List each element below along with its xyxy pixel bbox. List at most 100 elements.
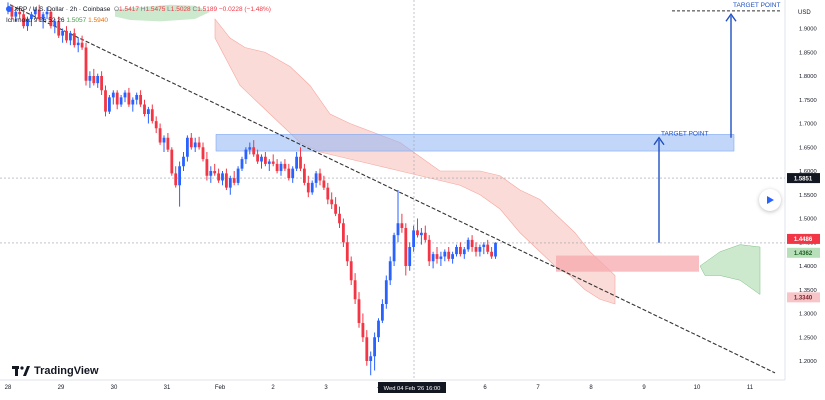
candle-body — [248, 147, 252, 150]
symbol-pair[interactable]: XRP / U.S. Dollar — [14, 6, 65, 13]
candle-body — [182, 156, 185, 167]
price-label-bg — [787, 233, 820, 244]
candle-body — [408, 247, 412, 266]
indicator-header[interactable]: Ichimoku 9 26 52 26 1.5057 1.5940 — [6, 17, 108, 24]
candle-body — [197, 142, 201, 148]
y-tick-label: 1.7000 — [799, 122, 817, 128]
y-tick-label: 1.2000 — [799, 359, 817, 365]
candle-body — [213, 171, 217, 174]
play-button[interactable] — [759, 189, 781, 211]
trendline — [9, 4, 776, 374]
candle-body — [115, 92, 119, 105]
candle-body — [18, 11, 22, 15]
candle-body — [404, 228, 408, 266]
y-tick-label: 1.3500 — [799, 288, 817, 294]
candle-body — [189, 137, 193, 148]
candle-body — [228, 178, 232, 188]
high-value: 1.5475 — [145, 6, 166, 13]
candle-body — [256, 154, 259, 162]
candle-body — [236, 168, 240, 183]
candle-body — [264, 156, 267, 164]
candle-body — [381, 304, 384, 321]
x-tick-label: 2 — [271, 385, 275, 391]
resistance-zone — [215, 134, 735, 152]
price-label-bg — [787, 292, 820, 303]
target-arrow-1-head — [653, 136, 665, 146]
candle-body — [494, 242, 497, 257]
candle-body — [131, 99, 135, 105]
candle-body — [88, 76, 92, 81]
candle-body — [271, 161, 275, 164]
candle-body — [205, 159, 209, 176]
candle-body — [49, 11, 53, 27]
candle-body — [127, 92, 131, 105]
play-icon — [767, 196, 774, 204]
candle-body — [283, 163, 287, 169]
candle-body — [119, 97, 123, 105]
y-tick-label: 1.6500 — [799, 145, 817, 151]
high-label: H — [140, 6, 146, 13]
candle-body — [361, 323, 365, 338]
candle-body — [322, 180, 326, 188]
candle-body — [299, 156, 302, 169]
candle-body — [111, 92, 115, 98]
y-tick-label: 1.6000 — [799, 169, 817, 175]
target-point-label-1: TARGET POINT — [661, 130, 708, 137]
candle-body — [388, 261, 392, 281]
candle-body — [154, 121, 158, 129]
candle-body — [57, 21, 61, 36]
candle-body — [435, 254, 439, 259]
candle-body — [139, 95, 142, 105]
candle-body — [14, 11, 18, 17]
y-tick-label: 1.8000 — [799, 74, 817, 80]
candle-body — [72, 33, 76, 46]
candle-body — [209, 171, 213, 176]
candle-body — [459, 247, 462, 255]
candle-body — [108, 97, 111, 112]
candle-body — [174, 173, 178, 186]
open-label: O — [113, 6, 120, 13]
target-point-label-2: TARGET POINT — [733, 2, 780, 9]
candle-body — [76, 42, 80, 46]
candle-body — [150, 109, 154, 122]
candle-body — [470, 239, 474, 247]
price-label: 1.4486 — [794, 237, 813, 243]
candle-body — [412, 230, 415, 247]
indicator-name: Ichimoku 9 26 52 26 — [6, 17, 65, 24]
y-tick-label: 1.5500 — [799, 193, 817, 199]
candle-body — [365, 337, 369, 361]
candle-body — [80, 42, 84, 48]
candle-body — [244, 149, 248, 160]
candle-body — [158, 128, 162, 143]
candle-body — [443, 251, 447, 257]
candle-body — [232, 178, 236, 183]
crosshair-date-label: Wed 04 Feb '26 16:00 — [384, 386, 441, 392]
candle-body — [345, 242, 349, 262]
candle-body — [287, 168, 291, 179]
candle-body — [420, 232, 423, 236]
candle-body — [439, 256, 443, 259]
candle-body — [69, 33, 72, 41]
candle-body — [96, 76, 100, 84]
candle-body — [45, 11, 49, 15]
candle-body — [84, 47, 88, 81]
candle-body — [342, 223, 345, 243]
x-tick-label: 7 — [536, 385, 540, 391]
y-tick-label: 1.8500 — [799, 50, 817, 56]
candle-body — [455, 247, 458, 255]
candle-body — [318, 173, 322, 181]
open-value: 1.5417 — [119, 6, 139, 13]
x-tick-label: 10 — [694, 385, 701, 391]
candle-body — [314, 173, 318, 183]
candle-body — [22, 14, 25, 27]
candle-body — [143, 104, 146, 114]
x-tick-label: Feb — [215, 385, 226, 391]
candle-body — [186, 137, 189, 157]
candle-body — [295, 156, 298, 169]
candle-body — [61, 30, 64, 36]
candle-body — [482, 244, 486, 247]
candle-body — [53, 21, 57, 27]
indicator-value-1: 1.5057 — [66, 17, 87, 24]
x-tick-label: 8 — [589, 385, 593, 391]
